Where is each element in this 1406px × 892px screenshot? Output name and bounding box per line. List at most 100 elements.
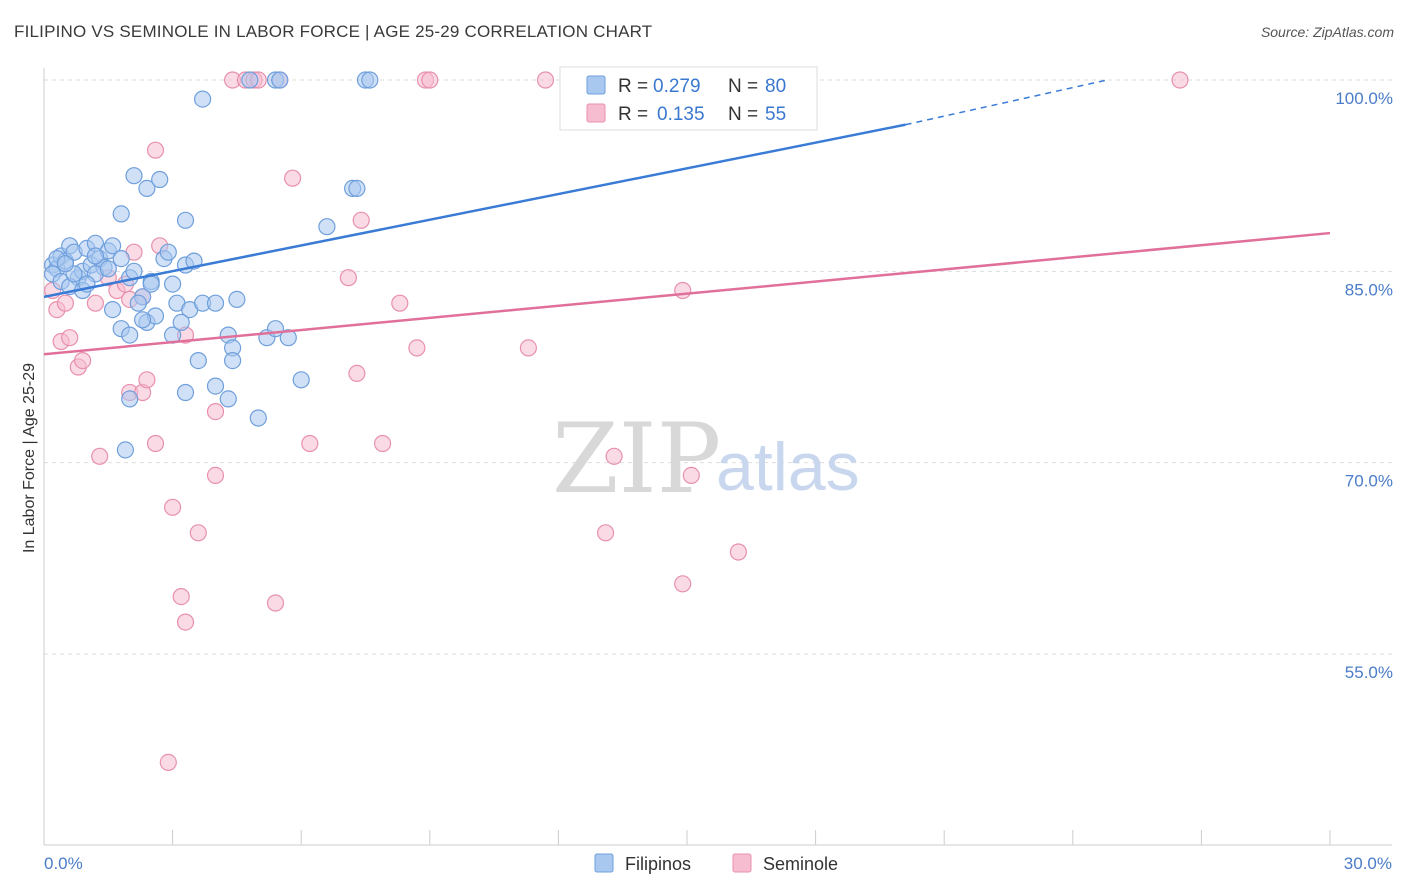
bottom-legend-swatch-filipinos <box>594 853 614 873</box>
seminole-point <box>674 281 692 300</box>
seminole-point <box>536 71 555 89</box>
filipinos-points <box>43 71 773 459</box>
legend-n-label-1: N = <box>728 76 758 97</box>
filipinos-point <box>206 377 225 395</box>
y-tick-label: 100.0% <box>1335 89 1393 108</box>
seminole-trend-line <box>43 231 1331 356</box>
filipinos-point <box>176 383 195 402</box>
seminole-point <box>352 211 370 229</box>
filipinos-point <box>116 441 135 459</box>
filipinos-point <box>348 179 366 197</box>
bottom-legend-filipinos: Filipinos <box>625 854 691 874</box>
bottom-legend-swatch-seminole <box>732 853 752 873</box>
seminole-point <box>596 524 615 542</box>
legend-n-value-1: 80 <box>765 76 786 97</box>
seminole-point <box>729 543 748 561</box>
chart-title: FILIPINO VS SEMINOLE IN LABOR FORCE | AG… <box>14 22 653 41</box>
watermark: ZIP atlas <box>552 403 860 515</box>
seminole-point <box>519 339 538 357</box>
filipinos-point <box>249 409 267 427</box>
seminole-point <box>266 594 285 612</box>
seminole-point <box>206 466 225 484</box>
seminole-point <box>176 613 195 631</box>
y-tick-label: 85.0% <box>1345 280 1393 299</box>
filipinos-point <box>279 329 297 347</box>
filipinos-point <box>112 250 130 268</box>
filipinos-point <box>138 179 156 197</box>
x-ticks <box>43 830 1331 845</box>
seminole-point <box>674 575 692 593</box>
filipinos-point <box>292 371 310 389</box>
filipinos-point <box>121 326 139 344</box>
legend: R = 0.279 N = 80 R = 0.135 N = 55 <box>559 66 818 131</box>
seminole-point <box>159 753 177 772</box>
legend-swatch-seminole <box>586 103 606 123</box>
axes <box>43 68 1392 846</box>
seminole-point <box>206 403 225 421</box>
legend-n-label-2: N = <box>728 104 758 125</box>
seminole-point <box>73 352 92 370</box>
seminole-point <box>146 141 165 159</box>
y-tick-label: 70.0% <box>1345 472 1393 491</box>
filipinos-point <box>172 313 190 331</box>
seminole-point <box>682 466 700 484</box>
seminole-point <box>374 434 392 453</box>
filipinos-point <box>206 294 225 312</box>
filipinos-point <box>142 275 160 293</box>
y-tick-labels: 100.0% 85.0% 70.0% 55.0% <box>1335 89 1393 682</box>
filipinos-point <box>125 167 143 185</box>
y-tick-label: 55.0% <box>1345 663 1393 682</box>
seminole-point <box>172 587 190 606</box>
seminole-point <box>339 269 357 287</box>
seminole-point <box>1171 71 1189 89</box>
filipinos-point <box>103 237 122 255</box>
filipinos-point <box>99 260 117 278</box>
legend-r-label-2: R = <box>618 104 648 125</box>
legend-swatch-filipinos <box>586 75 606 95</box>
seminole-point <box>605 447 623 465</box>
filipinos-point <box>318 218 336 236</box>
bottom-legend-seminole: Seminole <box>763 854 838 874</box>
filipinos-point <box>159 243 177 261</box>
watermark-atlas: atlas <box>716 429 860 505</box>
filipinos-point <box>112 205 130 223</box>
filipinos-point <box>103 301 122 319</box>
legend-r-value-1: 0.279 <box>653 76 701 97</box>
filipinos-point <box>241 71 259 89</box>
filipinos-point <box>219 390 237 408</box>
filipinos-point <box>361 71 379 89</box>
filipinos-point <box>56 255 75 273</box>
filipinos-point <box>189 352 207 370</box>
source-label: Source: ZipAtlas.com <box>1260 24 1394 40</box>
legend-r-label-1: R = <box>618 76 648 97</box>
seminole-point <box>284 169 302 187</box>
trend-lines <box>43 79 1331 356</box>
y-axis-title: In Labor Force | Age 25-29 <box>21 363 38 553</box>
seminole-point <box>61 329 79 347</box>
filipinos-trend-line <box>43 123 906 299</box>
watermark-zip: ZIP <box>552 403 721 515</box>
bottom-legend: Filipinos Seminole <box>594 853 838 874</box>
filipinos-point <box>224 352 242 370</box>
filipinos-point <box>134 311 152 329</box>
filipinos-point <box>151 170 169 189</box>
seminole-point <box>348 364 366 382</box>
x-tick-label-min: 0.0% <box>44 854 83 873</box>
seminole-point <box>164 498 182 516</box>
seminole-point <box>189 524 207 542</box>
seminole-point <box>56 294 75 312</box>
grid-lines <box>44 79 1392 655</box>
filipinos-trend-extension <box>905 79 1108 126</box>
legend-r-value-2: 0.135 <box>657 104 705 125</box>
seminole-point <box>421 71 439 89</box>
seminole-point <box>138 371 156 389</box>
filipinos-point <box>164 275 182 293</box>
filipinos-point <box>121 390 139 408</box>
filipinos-point <box>271 71 289 89</box>
filipinos-point <box>129 294 147 312</box>
x-tick-label-max: 30.0% <box>1344 854 1392 873</box>
seminole-point <box>146 434 165 453</box>
seminole-point <box>301 434 319 453</box>
filipinos-point <box>194 90 212 108</box>
